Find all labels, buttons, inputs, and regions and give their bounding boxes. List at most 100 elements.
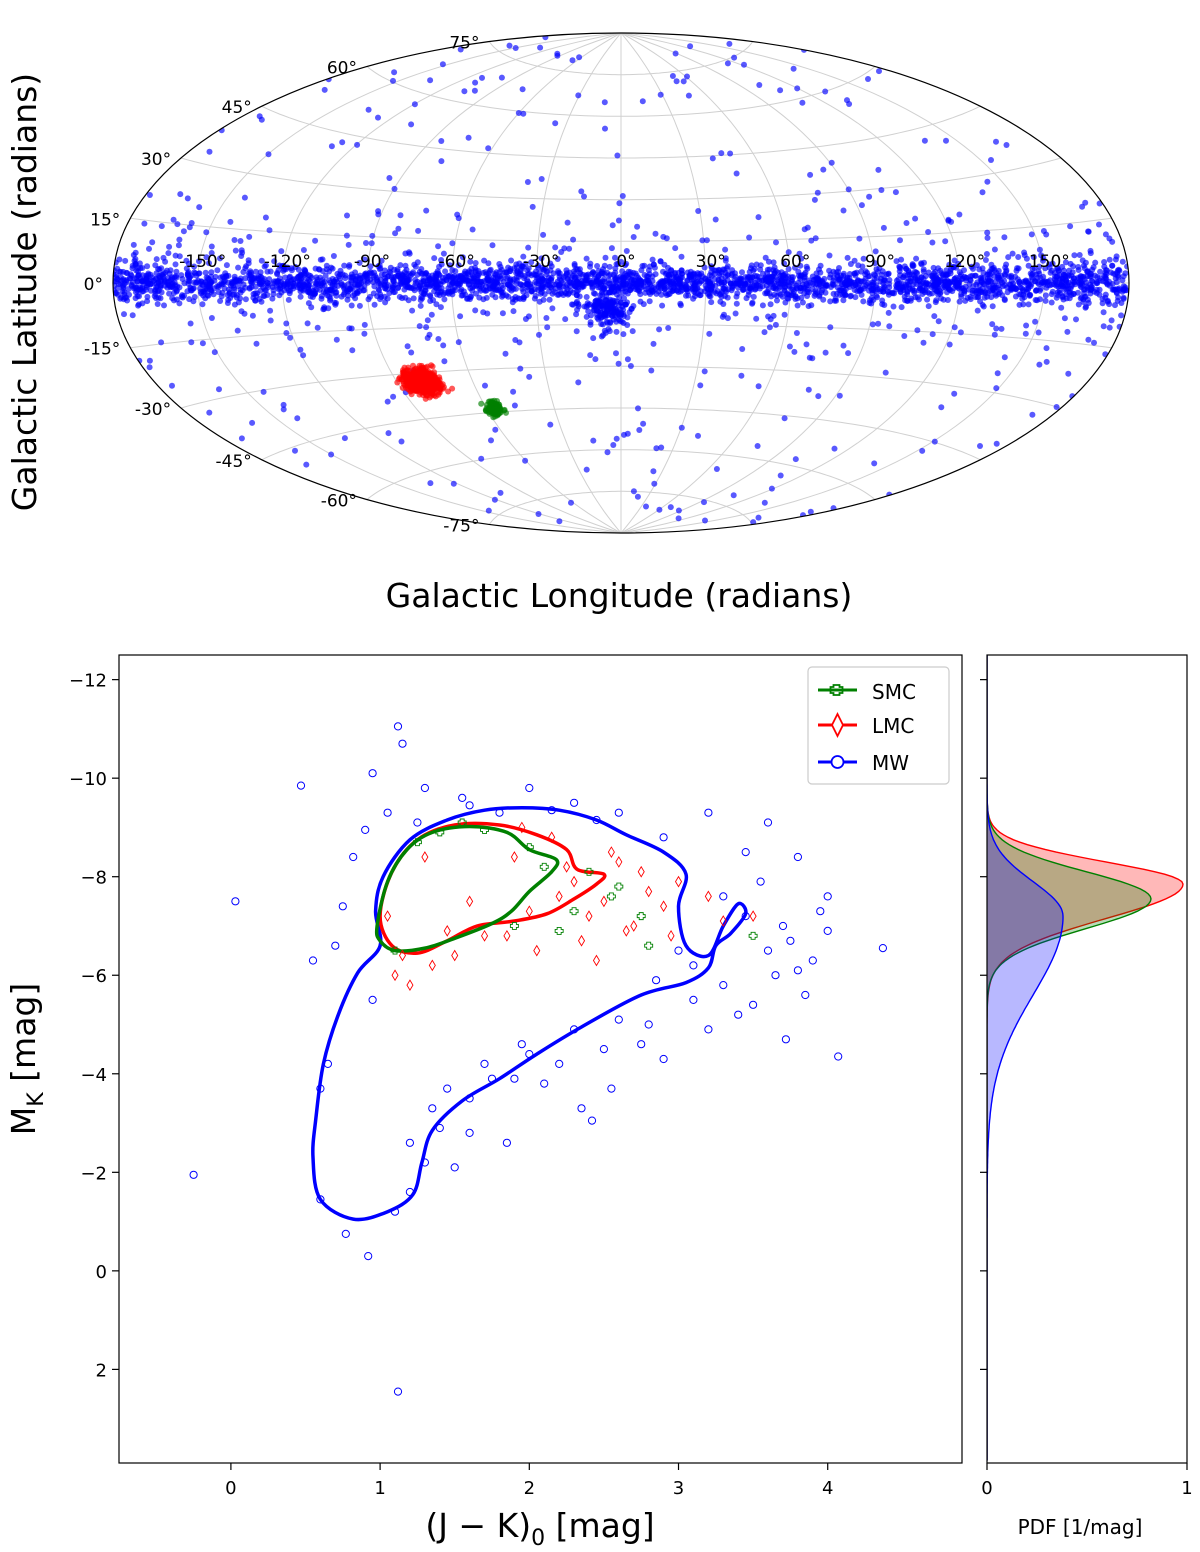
- mw-point: [323, 1059, 332, 1069]
- mw-star: [799, 299, 806, 306]
- mw-star: [1106, 256, 1113, 263]
- mw-star: [1099, 300, 1106, 307]
- smc-point: [644, 941, 654, 950]
- latitude-tick-label: 60°: [327, 59, 357, 79]
- mw-star: [1035, 329, 1042, 336]
- mw-halo-star: [878, 187, 885, 193]
- mw-star: [523, 281, 530, 288]
- mw-halo-star: [791, 348, 798, 355]
- mw-star: [750, 293, 757, 300]
- mw-star: [1023, 322, 1030, 329]
- mw-halo-star: [929, 331, 936, 338]
- mw-star: [437, 304, 444, 311]
- mw-star: [129, 312, 136, 319]
- lmc-point: [630, 920, 638, 932]
- mw-halo-star: [738, 372, 745, 379]
- mw-star: [639, 263, 646, 269]
- mw-bulge-star: [587, 319, 594, 326]
- mw-halo-star: [397, 212, 404, 219]
- mw-halo-star: [610, 442, 617, 448]
- mw-star: [812, 235, 819, 242]
- mw-star: [599, 278, 606, 285]
- lmc-point: [749, 910, 757, 922]
- mw-halo-star: [914, 327, 921, 334]
- mw-halo-star: [730, 492, 737, 499]
- mw-star: [239, 249, 246, 256]
- lmc-point: [421, 851, 429, 863]
- pdf-x-tick-label: 0: [981, 1478, 992, 1499]
- mw-star: [494, 280, 501, 287]
- mw-halo-star: [1053, 404, 1060, 410]
- mw-star: [233, 294, 240, 301]
- mw-halo-star: [695, 432, 701, 439]
- mw-bulge-star: [621, 301, 628, 308]
- mw-star: [931, 313, 938, 320]
- mw-star: [1005, 254, 1012, 261]
- mw-star: [132, 249, 139, 256]
- mw-star: [187, 320, 194, 327]
- mw-point: [465, 1128, 474, 1138]
- mw-point: [704, 1025, 713, 1034]
- smc-point: [636, 912, 646, 921]
- mw-star: [232, 247, 239, 254]
- mw-star: [858, 291, 865, 298]
- mw-star: [705, 291, 712, 297]
- mw-star: [933, 297, 940, 304]
- mw-point: [555, 1059, 564, 1069]
- mw-halo-star: [672, 50, 679, 57]
- mw-halo-star: [538, 176, 545, 182]
- mw-star: [169, 295, 176, 302]
- mw-star: [531, 295, 538, 302]
- mw-star: [283, 320, 290, 327]
- mw-star: [544, 277, 550, 284]
- mw-halo-star: [439, 61, 446, 68]
- mw-star: [804, 293, 811, 299]
- mw-star: [749, 300, 756, 307]
- mw-star: [322, 272, 329, 279]
- mw-halo-star: [488, 437, 494, 444]
- mw-star: [956, 298, 963, 305]
- mw-star: [1069, 269, 1076, 276]
- mw-halo-star: [280, 401, 287, 408]
- mw-star: [677, 276, 684, 283]
- mw-star: [1070, 263, 1077, 270]
- smc-point: [569, 907, 579, 916]
- mw-halo-star: [482, 382, 488, 389]
- mw-star: [766, 266, 773, 273]
- mw-star: [978, 289, 985, 295]
- mw-point: [704, 808, 713, 817]
- mw-point: [189, 1170, 198, 1179]
- mw-point: [308, 956, 318, 965]
- mw-star: [254, 277, 261, 283]
- mw-star: [741, 281, 748, 288]
- mw-star: [223, 262, 230, 269]
- mw-star: [631, 281, 638, 288]
- mw-bulge-star: [602, 313, 609, 320]
- mw-star: [544, 324, 551, 331]
- mw-star: [170, 216, 177, 223]
- mw-star: [898, 304, 905, 311]
- mw-star: [925, 303, 932, 310]
- mw-star: [357, 276, 364, 283]
- mw-point: [793, 852, 803, 862]
- mw-star: [297, 346, 304, 353]
- mw-halo-star: [858, 202, 865, 209]
- mw-star: [554, 291, 561, 298]
- mw-star: [144, 298, 151, 305]
- mw-halo-star: [581, 193, 587, 200]
- mw-star: [827, 271, 834, 278]
- mw-point: [231, 897, 240, 906]
- mw-star: [324, 292, 331, 299]
- mw-halo-star: [977, 443, 983, 449]
- legend-marker-circle-icon: [830, 755, 845, 769]
- mw-star: [390, 276, 397, 283]
- mw-halo-star: [146, 364, 153, 371]
- mw-star: [458, 286, 465, 293]
- mw-halo-star: [709, 155, 716, 162]
- mw-point: [823, 892, 832, 901]
- mw-halo-star: [186, 224, 193, 231]
- mw-star: [826, 252, 833, 259]
- mw-star: [1093, 280, 1100, 287]
- mw-star: [797, 273, 804, 280]
- mw-halo-star: [799, 99, 806, 106]
